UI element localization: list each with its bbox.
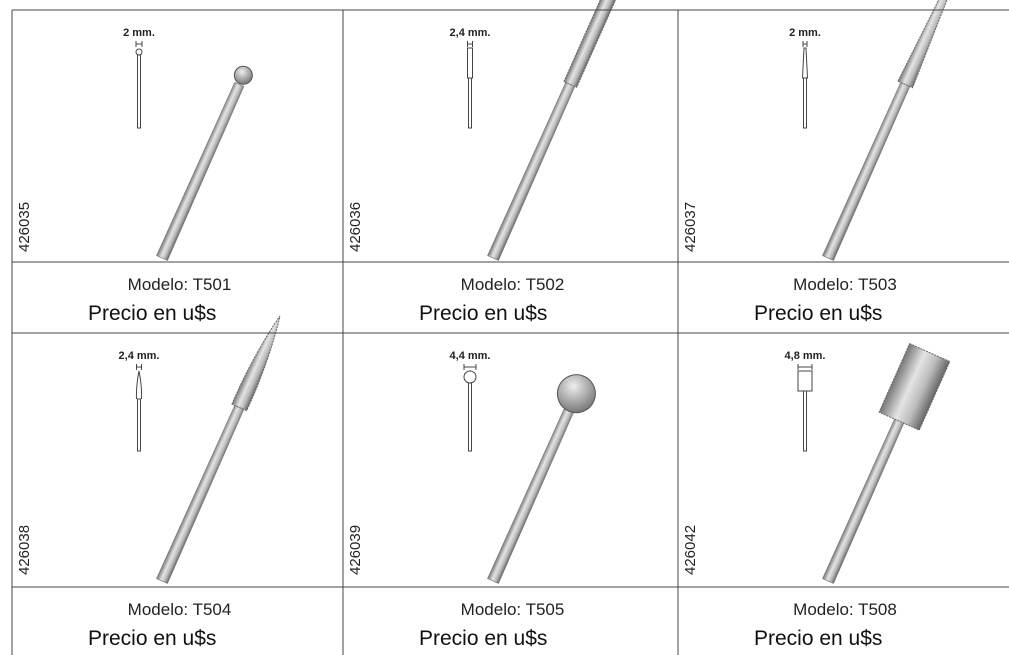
icon-head — [463, 370, 477, 384]
bit — [822, 343, 951, 584]
model-label: Modelo: T501 — [128, 275, 232, 294]
product-code: 426035 — [16, 202, 33, 252]
product-code: 426042 — [682, 525, 699, 575]
icon-head — [135, 370, 143, 400]
price-label: Precio en u$s — [754, 627, 882, 650]
icon-shaft — [803, 77, 807, 129]
icon-shaft — [468, 382, 472, 452]
size-icon — [135, 41, 143, 129]
size-label: 2 mm. — [123, 27, 155, 39]
icon-head — [801, 47, 809, 79]
price-label: Precio en u$s — [419, 627, 547, 650]
bit-shaft — [156, 404, 245, 584]
bit — [156, 65, 253, 261]
product-cell: 426037 2 mm. Modelo: T503 Precio en u$s — [682, 0, 954, 325]
bit — [822, 0, 954, 261]
bit — [487, 0, 623, 261]
product-image: 426035 2 mm. — [16, 27, 253, 261]
product-cell: 426035 2 mm. Modelo: T501 Precio en u$s — [16, 27, 253, 325]
product-cell: 426038 2,4 mm. Modelo: T504 Precio en u$s — [16, 315, 281, 650]
icon-head — [135, 48, 143, 56]
product-image: 426038 2,4 mm. — [16, 315, 281, 584]
size-icon — [797, 364, 813, 452]
product-code: 426037 — [682, 202, 699, 252]
size-label: 2 mm. — [789, 27, 821, 39]
icon-head — [797, 370, 813, 392]
product-code: 426036 — [347, 202, 364, 252]
bit — [487, 374, 596, 584]
icon-shaft — [803, 390, 807, 452]
product-cell: 426042 4,8 mm. Modelo: T508 Precio en u$s — [682, 343, 951, 650]
bit-head — [556, 374, 596, 414]
bit-shaft — [822, 404, 911, 584]
bit — [156, 315, 281, 584]
size-label: 4,8 mm. — [785, 350, 826, 362]
icon-shaft — [468, 77, 472, 129]
product-code: 426039 — [347, 525, 364, 575]
icon-shaft — [137, 54, 141, 129]
size-icon — [135, 364, 143, 452]
price-label: Precio en u$s — [754, 302, 882, 325]
size-label: 2,4 mm. — [450, 27, 491, 39]
price-label: Precio en u$s — [419, 302, 547, 325]
size-label: 4,4 mm. — [450, 350, 491, 362]
bit-head — [231, 315, 281, 412]
price-label: Precio en u$s — [88, 627, 216, 650]
price-label: Precio en u$s — [88, 302, 216, 325]
model-label: Modelo: T505 — [461, 600, 565, 619]
product-cell: 426039 4,4 mm. Modelo: T505 Precio en u$s — [347, 350, 596, 650]
icon-head — [467, 47, 473, 79]
bit-shaft — [822, 81, 911, 261]
bit-head — [878, 343, 951, 431]
product-image: 426042 4,8 mm. — [682, 343, 951, 584]
model-label: Modelo: T503 — [793, 275, 897, 294]
model-label: Modelo: T502 — [461, 275, 565, 294]
bit-head — [563, 0, 623, 88]
product-image: 426039 4,4 mm. — [347, 350, 596, 584]
product-image: 426036 2,4 mm. — [347, 0, 623, 261]
bit-head — [233, 65, 253, 85]
bit-shaft — [487, 404, 576, 584]
bit-shaft — [487, 81, 576, 261]
icon-shaft — [137, 398, 141, 452]
model-label: Modelo: T504 — [128, 600, 232, 619]
size-label: 2,4 mm. — [119, 350, 160, 362]
size-icon — [467, 41, 473, 129]
bit-shaft — [156, 81, 245, 261]
model-label: Modelo: T508 — [793, 600, 897, 619]
bit-head — [897, 0, 954, 89]
size-icon — [463, 364, 477, 452]
product-code: 426038 — [16, 525, 33, 575]
product-cell: 426036 2,4 mm. Modelo: T502 Precio en u$s — [347, 0, 623, 325]
product-image: 426037 2 mm. — [682, 0, 954, 261]
size-icon — [801, 41, 809, 129]
